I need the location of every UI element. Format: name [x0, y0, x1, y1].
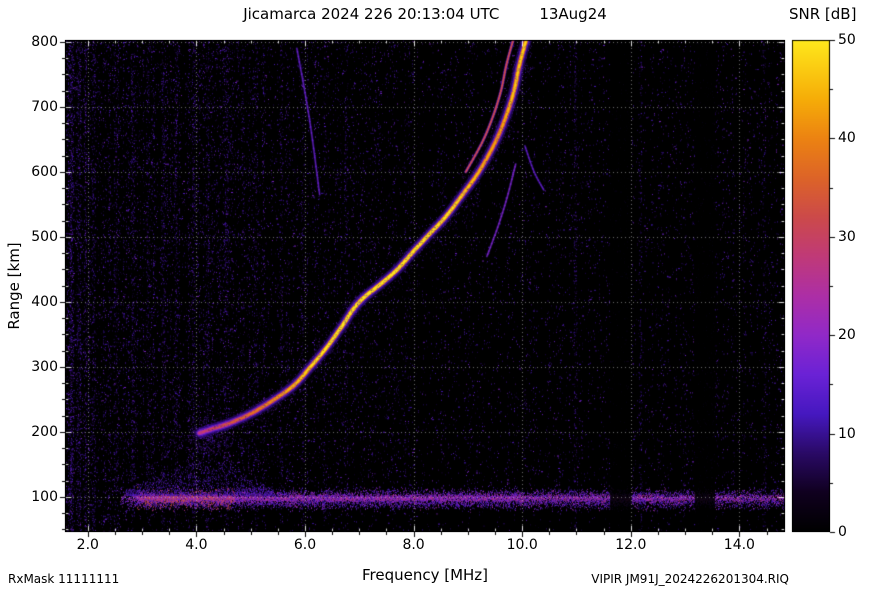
colorbar-tick-label: 30	[838, 228, 856, 245]
y-tick-label: 100	[31, 488, 58, 505]
y-tick-label: 600	[31, 163, 58, 180]
plot-title: Jicamarca 2024 226 20:13:04 UTC 13Aug24	[65, 5, 785, 23]
x-tick-label: 14.0	[723, 537, 755, 553]
filename-label: VIPIR JM91J_2024226201304.RIQ	[591, 572, 789, 586]
x-tick-label: 12.0	[615, 537, 647, 553]
y-tick-label: 300	[31, 358, 58, 375]
colorbar-tick-label: 50	[838, 32, 856, 48]
colorbar-tick-label: 10	[838, 425, 856, 442]
y-tick-label: 200	[31, 423, 58, 440]
title-date: 13Aug24	[539, 5, 607, 23]
x-tick-label: 6.0	[293, 537, 317, 553]
colorbar-tick-label: 20	[838, 327, 856, 344]
y-tick-label: 500	[31, 228, 58, 245]
colorbar-tick-label: 0	[838, 524, 847, 540]
y-tick-label: 800	[31, 33, 58, 50]
x-tick-label: 2.0	[76, 537, 99, 553]
colorbar-title: SNR [dB]	[789, 5, 857, 23]
y-tick-label: 400	[31, 293, 58, 310]
x-tick-label: 10.0	[506, 537, 538, 553]
y-tick-label: 700	[31, 98, 58, 115]
x-axis-label: Frequency [MHz]	[361, 566, 489, 584]
ionogram-plot-canvas	[65, 40, 785, 532]
colorbar-tick-label: 40	[838, 130, 856, 147]
y-axis-label: Range [km]	[5, 242, 23, 330]
rxmask-label: RxMask 11111111	[8, 572, 120, 586]
x-tick-label: 8.0	[402, 537, 425, 553]
colorbar-canvas	[792, 40, 830, 532]
x-tick-label: 4.0	[185, 537, 208, 553]
title-text: Jicamarca 2024 226 20:13:04 UTC	[243, 5, 500, 23]
